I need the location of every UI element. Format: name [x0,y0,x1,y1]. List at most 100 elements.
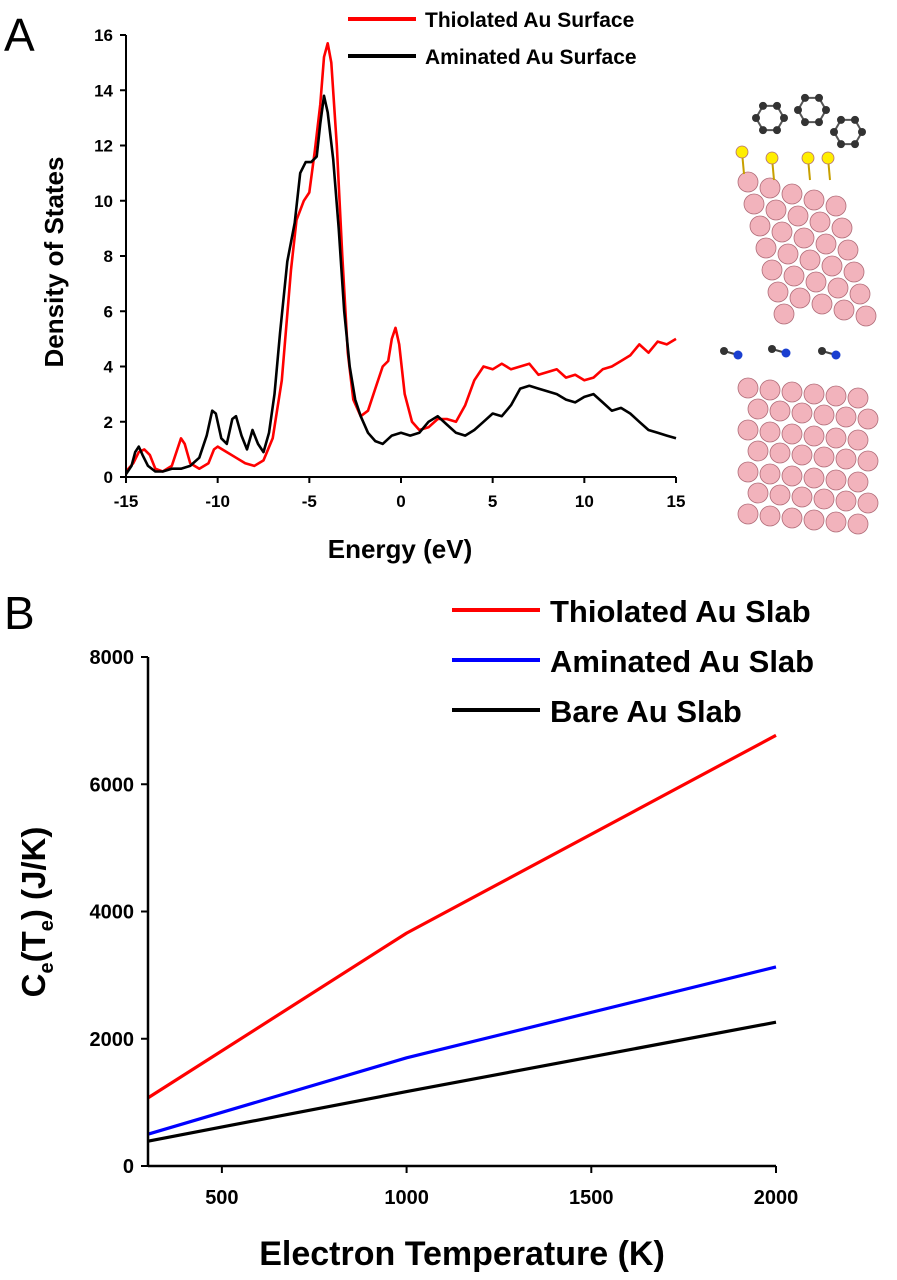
chart-b: 500 1000 1500 2000 0 2000 4000 6000 8000 Electr… [15,594,814,1273]
atom-sphere [821,151,835,165]
atom-sphere [835,406,857,428]
a-x-tick-label: 0 [396,492,405,511]
atom-sphere [771,221,793,243]
atom-sphere [759,379,781,401]
carbon-atom [815,93,823,102]
atom-sphere [759,505,781,527]
atom-sphere [737,377,759,399]
series-line-thiolated-au-surface [125,42,677,473]
a-y-tick-label: 10 [94,192,113,211]
carbon-atom [720,347,728,355]
chart-a: -15 -10 -5 0 5 10 15 0 2 4 6 8 10 12 14 16 Energy (eV)… [39,9,879,564]
carbon-atom [752,114,760,122]
atom-sphere [769,484,791,506]
atom-sphere [747,398,769,420]
atom-sphere [813,488,835,510]
atom-sphere [799,249,821,271]
atom-sphere [825,511,847,533]
atom-sphere [735,145,749,159]
b-y-tick-label: 2000 [90,1029,135,1051]
atom-sphere [801,151,815,165]
atom-sphere [813,446,835,468]
atom-sphere [857,408,879,430]
chart-a-x-ticks: -15 -10 -5 0 5 10 15 [114,477,686,511]
atom-sphere [847,387,869,409]
series-line-aminated-au-slab [147,965,777,1136]
atom-sphere [781,183,803,205]
a-x-tick-label: -15 [114,492,139,511]
atom-sphere [759,421,781,443]
a-x-tick-label: 10 [575,492,594,511]
a-y-tick-label: 4 [104,358,114,377]
carbon-atom [801,118,809,127]
atom-sphere [769,400,791,422]
chart-b-y-ticks: 0 2000 4000 6000 8000 [90,647,148,1178]
a-y-tick-label: 16 [94,26,113,45]
chart-b-y-axis-title: Ce(Te) (J/K) [15,827,58,998]
atom-sphere [777,243,799,265]
legend-a-label-aminated: Aminated Au Surface [425,46,637,69]
carbon-atom [773,101,781,110]
panel-label-b: B [4,587,35,639]
atom-sphere [765,151,779,165]
atom-sphere [791,486,813,508]
atom-sphere [773,303,795,325]
nitrogen-atom [781,348,791,358]
atom-sphere [803,425,825,447]
atom-sphere [857,492,879,514]
atom-sphere [737,461,759,483]
carbon-atom [822,106,830,114]
carbon-atom [773,126,781,135]
atom-sphere [825,427,847,449]
carbon-atom [759,101,767,110]
atom-sphere [835,490,857,512]
atom-sphere [737,419,759,441]
atom-sphere [749,215,771,237]
a-y-tick-label: 8 [104,247,113,266]
atom-sphere [781,465,803,487]
a-x-tick-label: 15 [667,492,686,511]
b-y-tick-label: 6000 [90,774,135,796]
carbon-atom [858,128,866,136]
chart-b-x-axis-title: Electron Temperature (K) [259,1235,665,1273]
atom-sphere [811,293,833,315]
atom-sphere [805,271,827,293]
chart-a-y-ticks: 0 2 4 6 8 10 12 14 16 [94,26,126,487]
legend-b-label-aminated: Aminated Au Slab [550,644,814,679]
aminated-au-slab-structure-illustration [720,345,879,535]
b-y-tick-label: 4000 [90,902,135,924]
atom-sphere [803,509,825,531]
chart-a-legend: Thiolated Au Surface Aminated Au Surface [348,9,637,69]
atom-sphere [831,217,853,239]
atom-sphere [781,381,803,403]
atom-sphere [847,513,869,535]
atom-sphere [759,177,781,199]
nitrogen-atom [831,350,841,360]
legend-a-label-thiolated: Thiolated Au Surface [425,9,634,32]
a-y-tick-label: 14 [94,81,113,100]
chart-b-legend: Thiolated Au Slab Aminated Au Slab Bare … [452,594,814,729]
thiolated-au-slab-structure-illustration [735,93,877,327]
a-y-tick-label: 6 [104,302,113,321]
a-y-tick-label: 12 [94,137,113,156]
atom-sphere [781,507,803,529]
atom-sphere [761,259,783,281]
legend-b-label-bare: Bare Au Slab [550,694,742,729]
atom-sphere [855,305,877,327]
b-x-tick-label: 1000 [384,1187,429,1209]
atom-sphere [765,199,787,221]
carbon-atom [851,115,859,124]
nitrogen-atom [733,350,743,360]
atom-sphere [737,171,759,193]
b-y-tick-label: 0 [123,1156,134,1178]
carbon-atom [815,118,823,127]
atom-sphere [747,440,769,462]
atom-sphere [803,189,825,211]
atom-sphere [803,467,825,489]
a-x-tick-label: 5 [488,492,497,511]
atom-sphere [825,195,847,217]
atom-sphere [847,429,869,451]
chart-b-series [147,733,777,1143]
legend-b-label-thiolated: Thiolated Au Slab [550,594,811,629]
